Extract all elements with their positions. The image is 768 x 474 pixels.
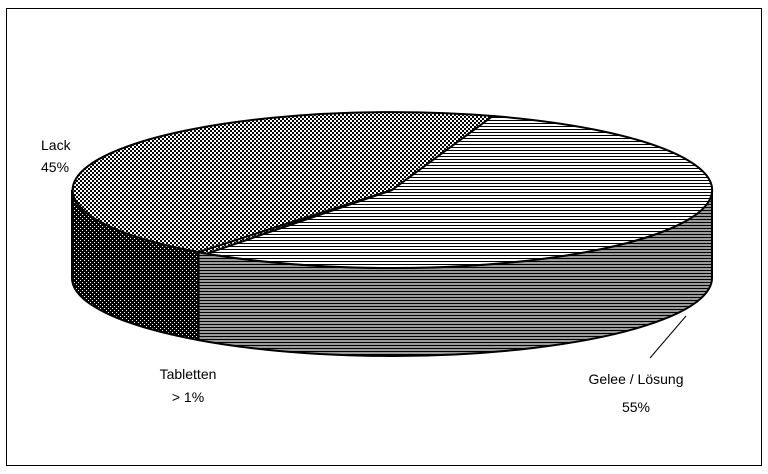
label-gelee-value: 55%: [622, 399, 650, 415]
label-tabletten: Tabletten: [160, 366, 217, 382]
leader-line-gelee: [649, 315, 687, 359]
label-lack: Lack: [41, 137, 72, 153]
pie-slice-gelee: [206, 114, 714, 270]
pie-slice-tabletten: [198, 189, 393, 255]
label-tabletten-value: > 1%: [172, 389, 204, 405]
label-lack-value: 45%: [41, 159, 69, 175]
pie-slice-lack: [71, 111, 496, 254]
label-gelee: Gelee / Lösung: [589, 371, 684, 387]
